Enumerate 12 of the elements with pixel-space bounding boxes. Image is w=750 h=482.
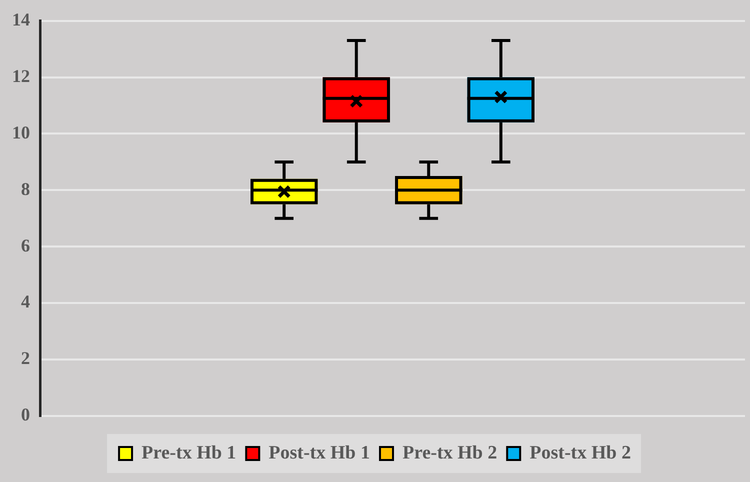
y-tick-label: 10 xyxy=(12,122,30,142)
legend-label: Pre-tx Hb 2 xyxy=(402,442,498,464)
legend-label: Post-tx Hb 1 xyxy=(268,442,370,464)
y-tick-label: 12 xyxy=(12,66,30,86)
y-tick-label: 2 xyxy=(21,348,30,368)
legend-label: Pre-tx Hb 1 xyxy=(142,442,236,464)
y-tick-label: 4 xyxy=(21,292,30,312)
y-tick-label: 14 xyxy=(12,9,30,30)
y-tick-label: 6 xyxy=(21,235,30,256)
legend-label: Post-tx Hb 2 xyxy=(530,442,631,464)
y-tick-label: 8 xyxy=(21,178,30,199)
y-tick-label: 0 xyxy=(21,404,30,425)
